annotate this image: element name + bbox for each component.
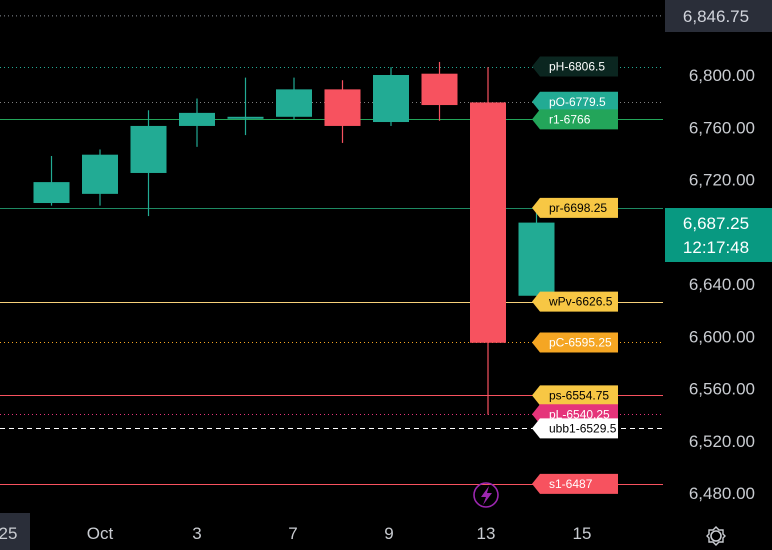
level-tag-label: pO-6779.5 — [549, 95, 606, 109]
price-tick-label: 6,560.00 — [689, 380, 755, 399]
level-tag-box — [532, 418, 618, 439]
level-tag: ps-6554.75 — [532, 385, 618, 406]
price-tick-label: 6,480.00 — [689, 484, 755, 503]
top-price-label: 6,846.75 — [683, 7, 749, 26]
candle-body — [470, 102, 506, 343]
time-label: 25 — [0, 524, 17, 543]
candle-body — [82, 154, 118, 194]
candle — [82, 149, 118, 206]
time-label-box — [0, 513, 30, 550]
candle-body — [227, 116, 264, 119]
time-label: 7 — [288, 524, 297, 543]
indicator-tags: pH-6806.5 pO-6779.5 r1-6766 pr-6698.25 wPv-6… — [532, 56, 618, 494]
price-tick-label: 6,800.00 — [689, 66, 755, 85]
level-tag-label: r1-6766 — [549, 112, 591, 126]
time-label: Oct — [87, 524, 114, 543]
level-tag-label: pr-6698.25 — [549, 201, 607, 215]
gear-icon[interactable] — [706, 526, 726, 546]
level-tag-box — [532, 332, 618, 353]
candle — [518, 205, 555, 296]
candle-body — [518, 222, 555, 296]
price-tick-label: 6,720.00 — [689, 171, 755, 190]
time-label: 3 — [192, 524, 201, 543]
candle — [373, 67, 409, 126]
candle — [276, 77, 312, 120]
candle-body — [130, 125, 167, 173]
level-tag-label: s1-6487 — [549, 477, 593, 491]
level-tag-label: pH-6806.5 — [549, 60, 605, 74]
price-tick-label: 6,600.00 — [689, 327, 755, 346]
level-tag-box — [532, 109, 618, 130]
level-tag-box — [532, 197, 618, 218]
current-price-label: 6,687.25 — [683, 214, 749, 233]
time-label: 13 — [477, 524, 496, 543]
level-tag: r1-6766 — [532, 109, 618, 130]
price-tick-label: 6,760.00 — [689, 118, 755, 137]
level-tag: pO-6779.5 — [532, 91, 618, 112]
candle-body — [373, 75, 409, 123]
price-axis[interactable]: 6,800.006,760.006,720.006,680.006,640.00… — [689, 66, 755, 503]
candle — [130, 110, 167, 217]
level-tag-label: ps-6554.75 — [549, 388, 609, 402]
level-tag-box — [532, 385, 618, 406]
candle-body — [324, 89, 361, 126]
level-tag-box — [532, 91, 618, 112]
candle-body — [276, 89, 312, 117]
price-tick-label: 6,520.00 — [689, 432, 755, 451]
level-tag: pC-6595.25 — [532, 332, 618, 353]
top-price-badge: 6,846.75 — [665, 0, 772, 32]
candle — [324, 80, 361, 143]
candle — [179, 98, 215, 147]
level-tag-box — [532, 473, 618, 494]
level-tag-label: ubb1-6529.5 — [549, 421, 617, 435]
candle-body — [421, 73, 458, 106]
time-axis[interactable]: 25 Oct 3 7 9 13 15 — [0, 513, 591, 550]
level-tag: ubb1-6529.5 — [532, 418, 618, 439]
candles — [33, 61, 555, 415]
countdown-label: 12:17:48 — [683, 238, 749, 257]
level-tag-label: wPv-6626.5 — [548, 295, 613, 309]
time-label: 9 — [384, 524, 393, 543]
candle — [33, 155, 70, 206]
candle — [227, 77, 264, 136]
level-tag: pr-6698.25 — [532, 197, 618, 218]
lightning-icon[interactable] — [473, 482, 499, 508]
level-tag: wPv-6626.5 — [532, 291, 618, 312]
time-label: 15 — [573, 524, 592, 543]
candle-body — [179, 112, 215, 126]
level-tag-box — [532, 56, 618, 77]
level-tag-label: pC-6595.25 — [549, 335, 612, 349]
candle — [421, 61, 458, 121]
candle — [470, 67, 506, 415]
current-price-badge: 6,687.25 12:17:48 — [665, 208, 772, 262]
price-tick-label: 6,640.00 — [689, 275, 755, 294]
level-tag: s1-6487 — [532, 473, 618, 494]
level-tag-box — [532, 291, 618, 312]
level-tag: pH-6806.5 — [532, 56, 618, 77]
candle-body — [33, 182, 70, 204]
level-tag-label: pL-6540.25 — [549, 407, 610, 421]
